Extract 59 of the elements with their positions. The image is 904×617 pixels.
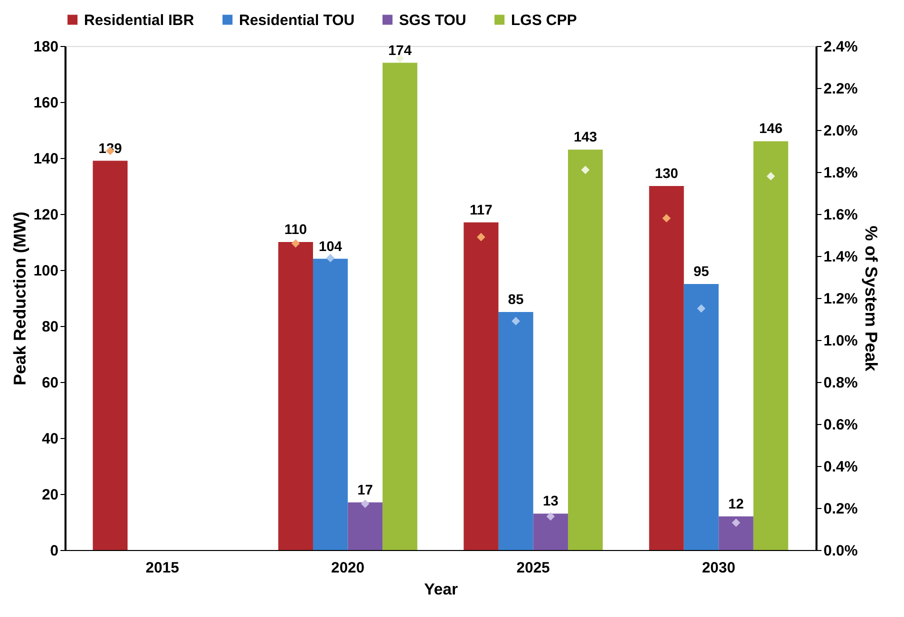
x-axis-title: Year	[424, 582, 458, 598]
bar	[568, 150, 603, 550]
data-label: 17	[357, 481, 374, 498]
bar	[718, 516, 754, 550]
data-label: 95	[693, 263, 710, 279]
data-label: 85	[508, 291, 524, 307]
legend-label: Residential TOU	[239, 12, 355, 29]
data-label: 117	[470, 201, 493, 218]
bar	[382, 62, 418, 550]
bar	[649, 186, 684, 550]
data-label: 174	[388, 42, 412, 58]
y-tick-label: 100	[33, 262, 58, 280]
y2-tick-label: 2.0%	[824, 122, 858, 140]
legend-label: LGS CPP	[511, 12, 577, 29]
y2-tick-label: 1.8%	[824, 164, 858, 182]
y2-tick-label: 0.6%	[824, 416, 858, 434]
y2-tick-label: 0.4%	[824, 458, 858, 476]
data-label: 13	[542, 492, 559, 509]
y-tick-label: 0	[50, 542, 58, 560]
bar	[533, 514, 568, 550]
y2-tick-label: 0.8%	[824, 374, 858, 392]
x-tick-label: 2030	[702, 560, 736, 576]
y-tick-label: 140	[33, 150, 58, 168]
y2-tick-label: 1.2%	[824, 290, 858, 308]
y2-tick-label: 1.4%	[824, 248, 858, 266]
bar	[498, 312, 534, 550]
y2-tick-label: 2.2%	[824, 80, 858, 98]
y-axis-title: Peak Reduction (MW)	[10, 212, 30, 386]
legend-label: Residential IBR	[84, 12, 194, 29]
bar	[348, 502, 383, 550]
y-tick-label: 160	[33, 94, 58, 112]
y-tick-label: 120	[33, 206, 58, 224]
x-tick-label: 2025	[516, 560, 550, 576]
data-label: 12	[728, 495, 744, 512]
y-tick-label: 40	[42, 430, 58, 448]
legend-label: SGS TOU	[399, 12, 466, 29]
data-label: 110	[284, 221, 308, 237]
data-label: 146	[759, 120, 783, 136]
y-tick-label: 60	[42, 374, 58, 392]
x-tick-label: 2020	[331, 560, 364, 576]
y-tick-label: 20	[42, 486, 58, 504]
bar	[464, 222, 498, 550]
data-label: 130	[654, 165, 678, 181]
y2-tick-label: 1.6%	[824, 206, 858, 224]
y2-tick-label: 0.2%	[824, 500, 858, 518]
y2-axis-title: % of System Peak	[862, 226, 881, 372]
data-label: 143	[574, 128, 598, 145]
bar	[278, 242, 314, 550]
bar	[684, 284, 719, 550]
y-tick-label: 180	[33, 38, 58, 56]
y2-tick-label: 1.0%	[824, 332, 858, 350]
bar	[92, 160, 128, 550]
y2-tick-label: 2.4%	[824, 38, 858, 56]
y-tick-label: 80	[42, 318, 58, 336]
bar	[313, 258, 348, 550]
y2-tick-label: 0.0%	[824, 542, 858, 560]
bar	[753, 141, 788, 550]
x-tick-label: 2015	[146, 560, 180, 576]
data-label: 104	[318, 238, 342, 254]
